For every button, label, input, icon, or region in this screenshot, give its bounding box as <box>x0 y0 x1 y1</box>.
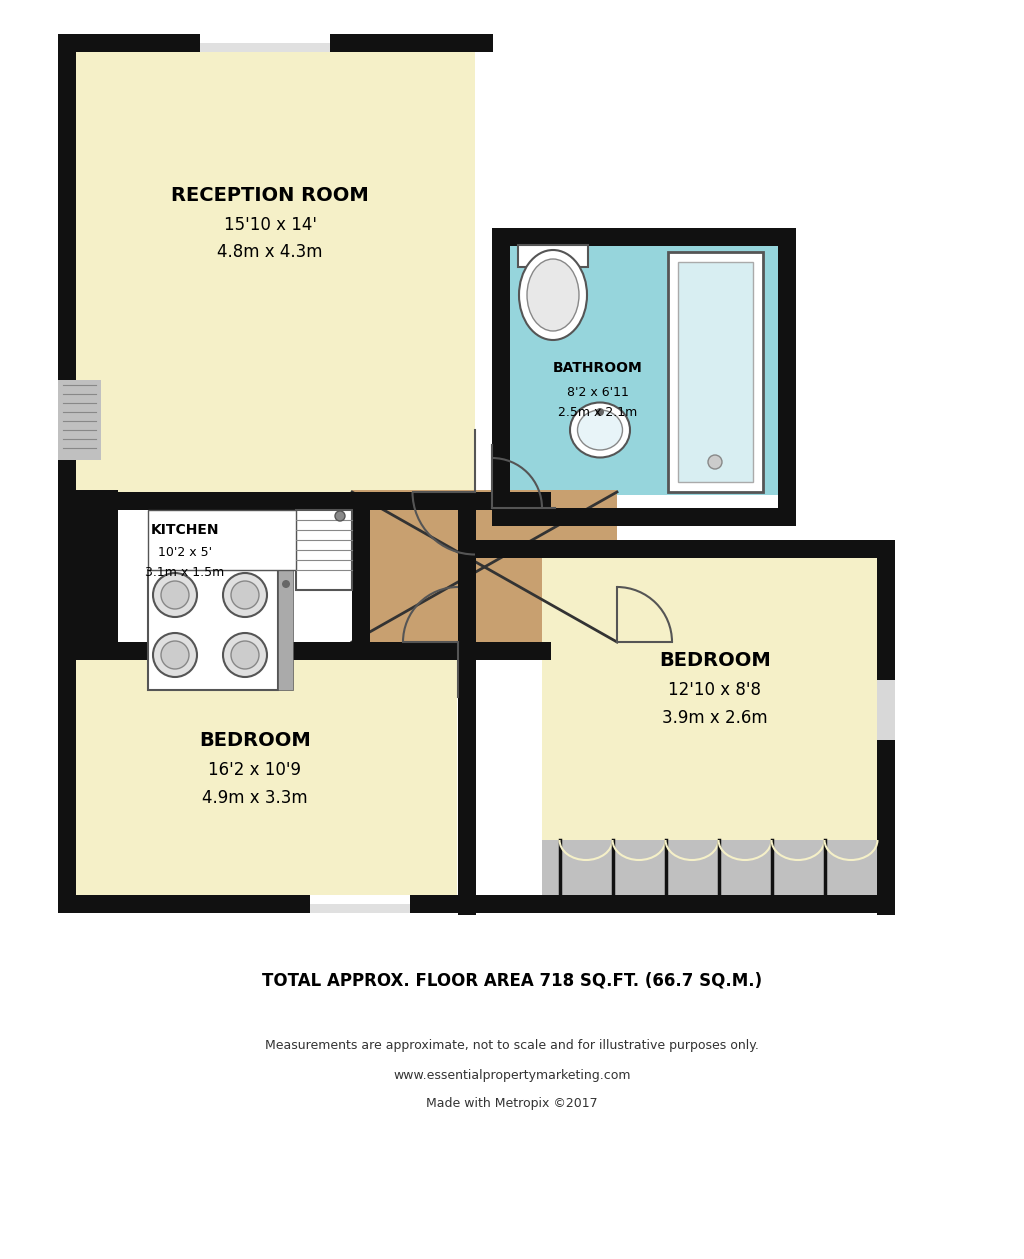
Text: 8'2 x 6'11: 8'2 x 6'11 <box>567 385 629 399</box>
Bar <box>75 510 352 642</box>
Circle shape <box>282 580 290 588</box>
Bar <box>58 895 878 913</box>
Bar <box>778 228 796 517</box>
Text: 12'10 x 8'8: 12'10 x 8'8 <box>669 681 762 699</box>
Bar <box>492 228 510 507</box>
Bar <box>352 492 370 655</box>
Bar <box>352 490 617 655</box>
Bar <box>200 34 330 43</box>
Bar <box>58 34 76 912</box>
Bar <box>200 34 330 52</box>
Circle shape <box>231 580 259 609</box>
Text: Made with Metropix ©2017: Made with Metropix ©2017 <box>426 1097 598 1109</box>
Circle shape <box>153 633 197 677</box>
Text: KITCHEN: KITCHEN <box>151 522 219 538</box>
Text: 10'2 x 5': 10'2 x 5' <box>158 545 212 559</box>
Bar <box>75 490 118 655</box>
Circle shape <box>153 573 197 617</box>
Text: BATHROOM: BATHROOM <box>553 361 643 375</box>
Bar <box>458 540 476 915</box>
Text: 2.5m x 2.1m: 2.5m x 2.1m <box>558 405 638 418</box>
Bar <box>58 642 551 660</box>
Circle shape <box>231 641 259 669</box>
Text: 4.8m x 4.3m: 4.8m x 4.3m <box>217 243 323 261</box>
Text: 3.9m x 2.6m: 3.9m x 2.6m <box>663 709 768 726</box>
Ellipse shape <box>578 410 623 449</box>
Bar <box>475 492 493 510</box>
Text: 3.1m x 1.5m: 3.1m x 1.5m <box>145 565 224 578</box>
Bar <box>58 380 101 460</box>
Bar <box>458 492 476 556</box>
Bar <box>296 510 352 590</box>
Circle shape <box>335 511 345 521</box>
Circle shape <box>223 573 267 617</box>
Bar <box>542 555 877 895</box>
Ellipse shape <box>570 403 630 457</box>
Bar <box>75 655 457 895</box>
Bar <box>148 510 296 570</box>
Ellipse shape <box>519 251 587 340</box>
Bar <box>310 895 410 904</box>
Bar <box>877 680 895 740</box>
Circle shape <box>596 408 604 415</box>
Text: 16'2 x 10'9: 16'2 x 10'9 <box>209 760 301 779</box>
Bar <box>58 492 551 510</box>
Bar <box>148 570 278 690</box>
Bar <box>492 507 796 526</box>
Bar <box>458 540 895 558</box>
Circle shape <box>161 580 189 609</box>
Circle shape <box>223 633 267 677</box>
Text: TOTAL APPROX. FLOOR AREA 718 SQ.FT. (66.7 SQ.M.): TOTAL APPROX. FLOOR AREA 718 SQ.FT. (66.… <box>262 971 762 990</box>
Text: RECEPTION ROOM: RECEPTION ROOM <box>171 185 369 204</box>
Text: Measurements are approximate, not to scale and for illustrative purposes only.: Measurements are approximate, not to sca… <box>265 1039 759 1051</box>
Bar <box>678 262 753 482</box>
Bar <box>278 570 293 690</box>
Bar <box>542 840 877 895</box>
Bar <box>668 252 763 492</box>
Bar <box>58 34 493 52</box>
Text: BEDROOM: BEDROOM <box>199 730 311 749</box>
Bar <box>75 52 475 492</box>
Bar <box>877 680 895 740</box>
Bar <box>310 895 410 913</box>
Circle shape <box>161 641 189 669</box>
Text: 15'10 x 14': 15'10 x 14' <box>223 217 316 234</box>
Bar <box>518 246 588 267</box>
Bar <box>58 490 118 655</box>
Bar <box>877 540 895 915</box>
Text: www.essentialpropertymarketing.com: www.essentialpropertymarketing.com <box>393 1069 631 1081</box>
Text: BEDROOM: BEDROOM <box>659 651 771 670</box>
Ellipse shape <box>527 259 579 331</box>
Bar <box>510 246 778 495</box>
Circle shape <box>708 454 722 470</box>
Text: 4.9m x 3.3m: 4.9m x 3.3m <box>202 789 308 807</box>
Bar <box>492 228 796 246</box>
Bar <box>58 642 118 655</box>
Bar <box>778 895 895 913</box>
